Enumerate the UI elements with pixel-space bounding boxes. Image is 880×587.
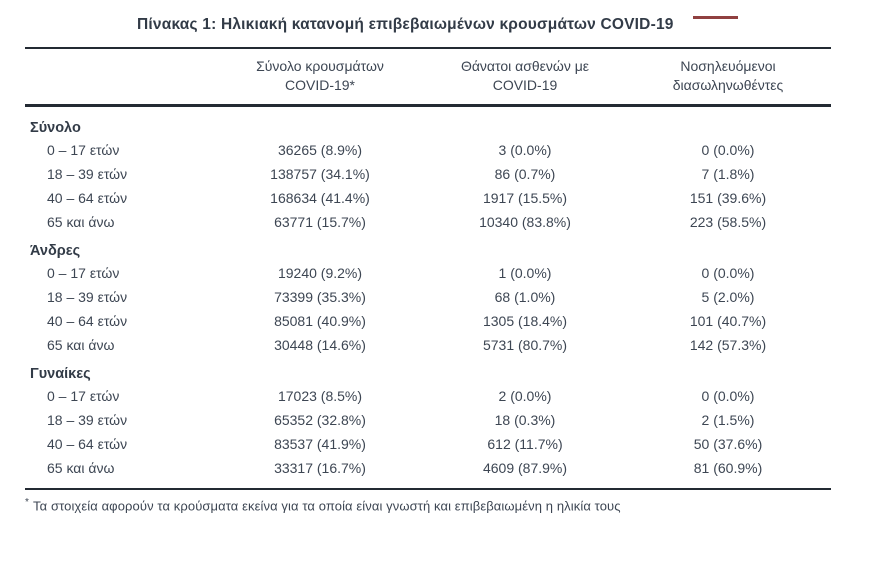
header-intubated-line1: Νοσηλευόμενοι [680,58,776,74]
cases-cell: 63771 (15.7%) [274,214,366,230]
intubated-cell: 7 (1.8%) [701,166,755,182]
intubated-cell: 0 (0.0%) [701,265,755,281]
cases-cell: 65352 (32.8%) [274,412,366,428]
age-cell: 18 – 39 ετών [47,166,128,182]
intubated-cell: 0 (0.0%) [701,142,755,158]
deaths-cell: 2 (0.0%) [498,388,552,404]
intubated-cell: 50 (37.6%) [693,436,763,452]
age-cell: 40 – 64 ετών [47,190,128,206]
intubated-cell: 151 (39.6%) [689,190,767,206]
cases-cell: 19240 (9.2%) [277,265,363,281]
table-body: Σύνολο 0 – 17 ετών 36265 (8.9%) 3 (0.0%)… [25,107,831,488]
table-footnote: * Τα στοιχεία αφορούν τα κρούσματα εκείνα… [25,497,880,513]
age-cell: 65 και άνω [47,460,115,476]
screen-edge-artifact [693,16,738,19]
deaths-cell: 18 (0.3%) [494,412,556,428]
cases-cell: 168634 (41.4%) [270,190,370,206]
table-row: 0 – 17 ετών 19240 (9.2%) 1 (0.0%) 0 (0.0… [25,261,831,285]
header-total-cases-line2: COVID-19* [284,77,356,93]
age-cell: 40 – 64 ετών [47,436,128,452]
table-row: 18 – 39 ετών 65352 (32.8%) 18 (0.3%) 2 (… [25,408,831,432]
header-total-cases: Σύνολο κρουσμάτων COVID-19* [215,57,425,95]
header-intubated: Νοσηλευόμενοι διασωληνωθέντες [625,57,831,95]
age-cell: 0 – 17 ετών [47,265,120,281]
intubated-cell: 81 (60.9%) [693,460,763,476]
deaths-cell: 1917 (15.5%) [482,190,568,206]
section-label-men: Άνδρες [30,243,81,259]
cases-cell: 83537 (41.9%) [274,436,366,452]
intubated-cell: 101 (40.7%) [689,313,767,329]
cases-cell: 138757 (34.1%) [270,166,370,182]
table-row: 40 – 64 ετών 83537 (41.9%) 612 (11.7%) 5… [25,432,831,456]
cases-cell: 17023 (8.5%) [277,388,363,404]
table-title: Πίνακας 1: Ηλικιακή κατανομή επιβεβαιωμέ… [137,16,674,33]
header-deaths: Θάνατοι ασθενών με COVID-19 [425,57,625,95]
deaths-cell: 5731 (80.7%) [482,337,568,353]
intubated-cell: 2 (1.5%) [701,412,755,428]
age-cell: 0 – 17 ετών [47,142,120,158]
age-cell: 0 – 17 ετών [47,388,120,404]
deaths-cell: 3 (0.0%) [498,142,552,158]
deaths-cell: 4609 (87.9%) [482,460,568,476]
header-intubated-line2: διασωληνωθέντες [672,77,784,93]
deaths-cell: 10340 (83.8%) [479,214,571,230]
section-label-total: Σύνολο [30,120,81,136]
deaths-cell: 612 (11.7%) [487,436,563,452]
cases-cell: 85081 (40.9%) [274,313,366,329]
table-header-row: Σύνολο κρουσμάτων COVID-19* Θάνατοι ασθε… [25,49,831,107]
cases-cell: 30448 (14.6%) [274,337,366,353]
cases-cell: 33317 (16.7%) [274,460,366,476]
header-deaths-line2: COVID-19 [492,77,558,93]
footnote-text: Τα στοιχεία αφορούν τα κρούσματα εκείνα … [33,498,621,514]
table-row: 40 – 64 ετών 168634 (41.4%) 1917 (15.5%)… [25,186,831,210]
intubated-cell: 223 (58.5%) [689,214,767,230]
age-cell: 18 – 39 ετών [47,289,128,305]
deaths-cell: 1 (0.0%) [498,265,552,281]
cases-cell: 36265 (8.9%) [277,142,363,158]
age-cell: 40 – 64 ετών [47,313,128,329]
deaths-cell: 86 (0.7%) [494,166,556,182]
footnote-asterisk: * [25,497,29,508]
age-cell: 65 και άνω [47,214,115,230]
header-total-cases-line1: Σύνολο κρουσμάτων [256,58,384,74]
table-row: 0 – 17 ετών 17023 (8.5%) 2 (0.0%) 0 (0.0… [25,384,831,408]
age-cell: 18 – 39 ετών [47,412,128,428]
intubated-cell: 0 (0.0%) [701,388,755,404]
table-row: 0 – 17 ετών 36265 (8.9%) 3 (0.0%) 0 (0.0… [25,138,831,162]
table-row: 18 – 39 ετών 138757 (34.1%) 86 (0.7%) 7 … [25,162,831,186]
table-row: 65 και άνω 33317 (16.7%) 4609 (87.9%) 81… [25,456,831,480]
table-row: 18 – 39 ετών 73399 (35.3%) 68 (1.0%) 5 (… [25,285,831,309]
cases-cell: 73399 (35.3%) [274,289,366,305]
header-deaths-line1: Θάνατοι ασθενών με [460,58,590,74]
table-row: 65 και άνω 30448 (14.6%) 5731 (80.7%) 14… [25,333,831,357]
deaths-cell: 1305 (18.4%) [482,313,568,329]
table-row: 40 – 64 ετών 85081 (40.9%) 1305 (18.4%) … [25,309,831,333]
intubated-cell: 142 (57.3%) [689,337,767,353]
age-cell: 65 και άνω [47,337,115,353]
table-row: 65 και άνω 63771 (15.7%) 10340 (83.8%) 2… [25,210,831,234]
covid-age-distribution-table: Σύνολο κρουσμάτων COVID-19* Θάνατοι ασθε… [25,47,831,490]
intubated-cell: 5 (2.0%) [701,289,755,305]
section-label-women: Γυναίκες [30,366,91,382]
deaths-cell: 68 (1.0%) [494,289,556,305]
